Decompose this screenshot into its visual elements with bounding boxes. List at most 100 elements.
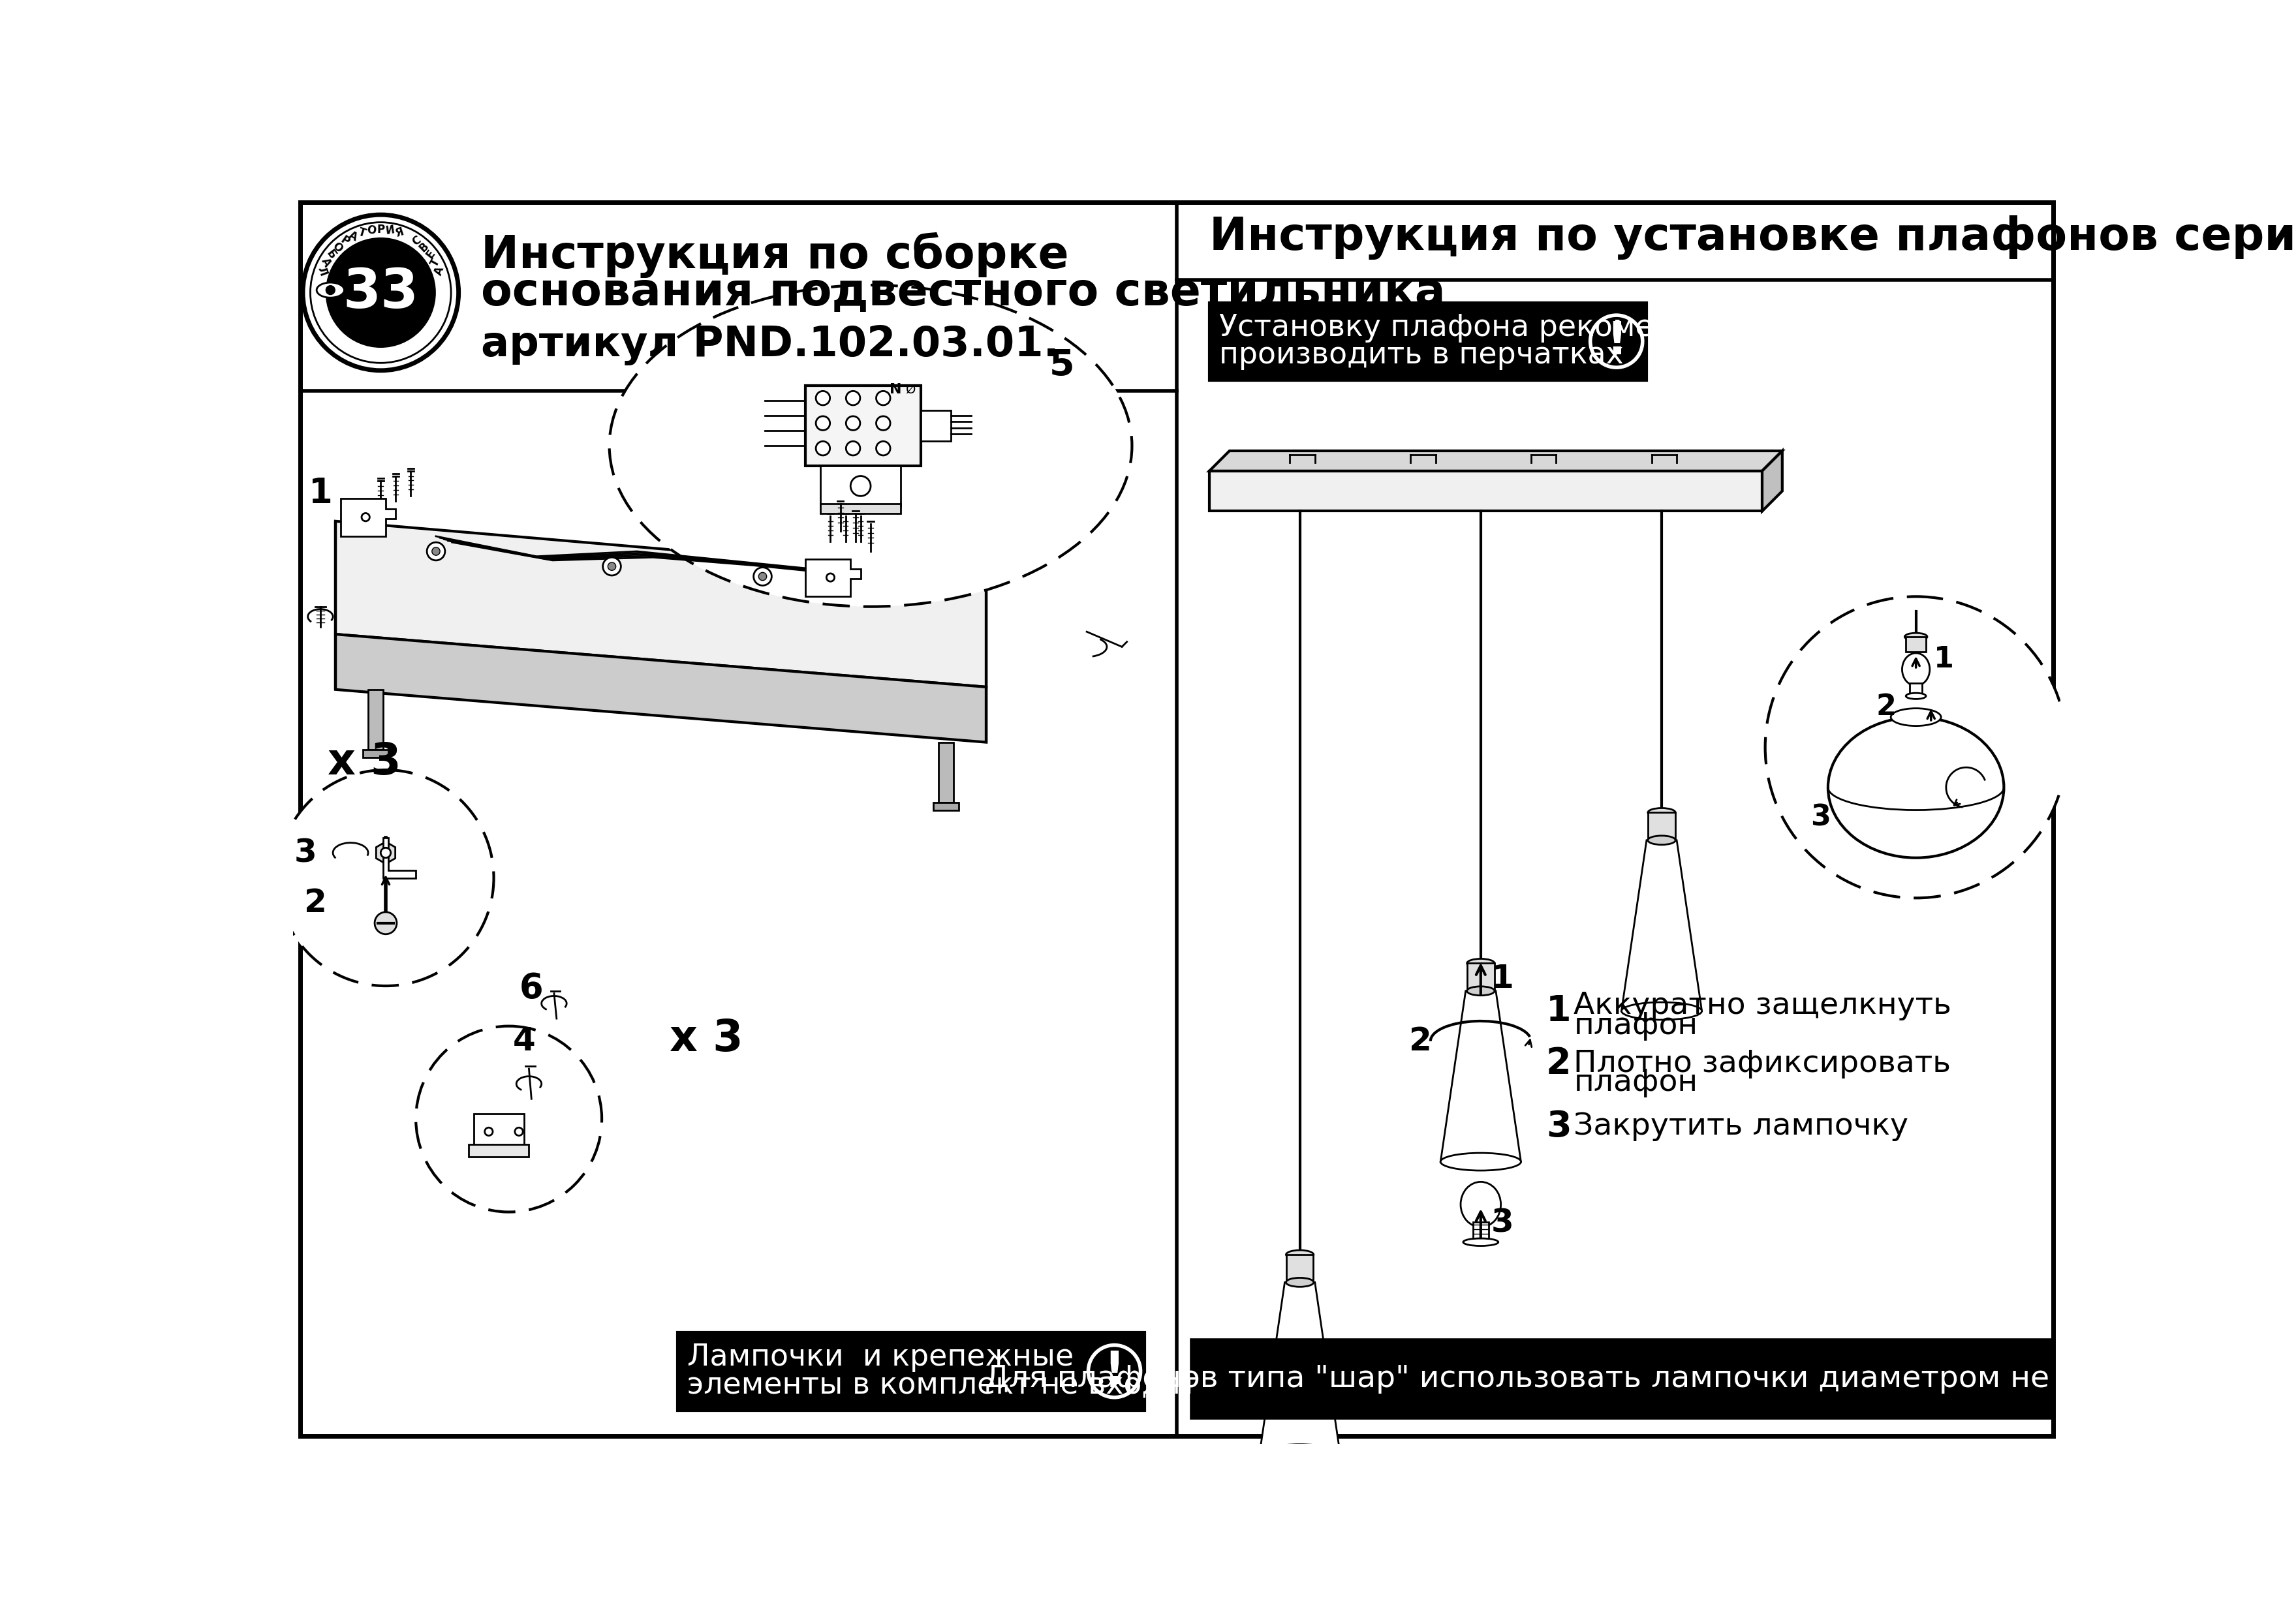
Bar [806, 386, 921, 466]
Text: А: А [319, 256, 333, 269]
Polygon shape [335, 634, 987, 743]
Bar [1210, 303, 1646, 381]
Circle shape [815, 441, 829, 456]
Text: Л: Л [315, 264, 328, 277]
Text: Инструкция по сборке: Инструкция по сборке [482, 232, 1070, 277]
Bar [677, 1333, 1143, 1411]
Circle shape [845, 391, 861, 406]
Ellipse shape [1463, 1238, 1499, 1246]
Text: Аккуратно защелкнуть: Аккуратно защелкнуть [1573, 991, 1952, 1020]
Text: Т: Т [429, 256, 443, 269]
Text: 6: 6 [519, 972, 544, 1006]
Ellipse shape [1828, 717, 2004, 858]
Bar [820, 503, 900, 514]
Bar [1192, 1340, 2053, 1418]
Text: А: А [432, 264, 448, 277]
Text: Плотно зафиксировать: Плотно зафиксировать [1573, 1049, 1952, 1079]
Circle shape [850, 475, 870, 496]
Polygon shape [1621, 840, 1701, 1011]
Ellipse shape [1261, 1444, 1341, 1461]
Text: !: ! [1104, 1350, 1125, 1393]
Text: производить в перчатках: производить в перчатках [1219, 341, 1623, 370]
Text: 2: 2 [1410, 1025, 1433, 1058]
Text: Я: Я [395, 225, 406, 240]
Text: плафон: плафон [1573, 1012, 1697, 1041]
Bar [1210, 470, 1761, 511]
Bar [468, 1144, 528, 1156]
Ellipse shape [1286, 1251, 1313, 1259]
Text: Е: Е [422, 248, 439, 261]
Text: Р: Р [377, 224, 386, 235]
Bar [1649, 813, 1676, 840]
Text: Для плафонов типа "шар" использовать лампочки диаметром не более 38 мм: Для плафонов типа "шар" использовать лам… [985, 1364, 2259, 1393]
Bar [1286, 1255, 1313, 1283]
Circle shape [877, 391, 891, 406]
Circle shape [845, 441, 861, 456]
Text: А: А [347, 229, 358, 243]
Circle shape [374, 912, 397, 934]
Text: ИДЕИ: ИДЕИ [354, 326, 406, 342]
Ellipse shape [1649, 808, 1676, 817]
Text: О: О [331, 240, 344, 255]
Polygon shape [1210, 451, 1782, 470]
Text: Лампочки  и крепежные: Лампочки и крепежные [687, 1343, 1075, 1372]
Polygon shape [383, 837, 416, 878]
Circle shape [827, 574, 833, 581]
Text: плафон: плафон [1573, 1069, 1697, 1098]
Bar [473, 1114, 523, 1148]
Ellipse shape [1467, 959, 1495, 968]
Ellipse shape [1440, 1153, 1520, 1171]
Text: 1: 1 [1490, 963, 1513, 994]
Text: 3: 3 [294, 837, 317, 868]
Text: !: ! [1607, 320, 1628, 363]
Circle shape [815, 417, 829, 430]
Polygon shape [335, 576, 987, 743]
Polygon shape [806, 560, 861, 597]
Text: 33: 33 [342, 266, 418, 320]
Text: Установку плафона рекомендуем: Установку плафона рекомендуем [1219, 313, 1752, 342]
Ellipse shape [317, 282, 344, 297]
Text: N: N [891, 383, 902, 396]
Circle shape [278, 770, 494, 986]
Polygon shape [335, 521, 987, 688]
Circle shape [416, 1027, 602, 1212]
Circle shape [303, 214, 459, 370]
Text: И: И [386, 224, 395, 237]
Bar [820, 466, 900, 506]
Text: 2: 2 [1545, 1046, 1570, 1082]
Bar [1910, 683, 1922, 697]
Text: x 3: x 3 [328, 741, 402, 783]
Text: 3: 3 [1490, 1207, 1513, 1239]
Text: В: В [418, 240, 432, 255]
Bar [1906, 637, 1926, 652]
Polygon shape [939, 743, 953, 803]
Text: Ø: Ø [907, 383, 916, 396]
Ellipse shape [1621, 1002, 1701, 1020]
Text: 2: 2 [1876, 693, 1896, 722]
Ellipse shape [1286, 1278, 1313, 1286]
Text: 3: 3 [1545, 1109, 1570, 1144]
Circle shape [432, 547, 441, 555]
Polygon shape [1440, 991, 1520, 1161]
Text: 1: 1 [1545, 993, 1570, 1028]
Text: 4: 4 [512, 1025, 535, 1058]
Polygon shape [367, 689, 383, 749]
Circle shape [815, 391, 829, 406]
Circle shape [484, 1127, 494, 1135]
Text: Р: Р [338, 234, 351, 248]
Circle shape [360, 513, 370, 521]
Text: 3: 3 [1812, 803, 1830, 832]
Polygon shape [1761, 451, 1782, 511]
Bar [1472, 1221, 1488, 1242]
Text: 1: 1 [308, 477, 333, 511]
Circle shape [427, 542, 445, 560]
Text: Инструкция по установке плафонов серии  "СУПРИМ": Инструкция по установке плафонов серии "… [1210, 216, 2296, 260]
Text: Закрутить лампочку: Закрутить лампочку [1573, 1113, 1908, 1142]
Circle shape [604, 558, 620, 576]
Text: 1: 1 [1933, 646, 1954, 673]
Polygon shape [377, 842, 395, 865]
Circle shape [877, 417, 891, 430]
Ellipse shape [1906, 633, 1926, 641]
Ellipse shape [1901, 654, 1929, 686]
Circle shape [758, 573, 767, 581]
